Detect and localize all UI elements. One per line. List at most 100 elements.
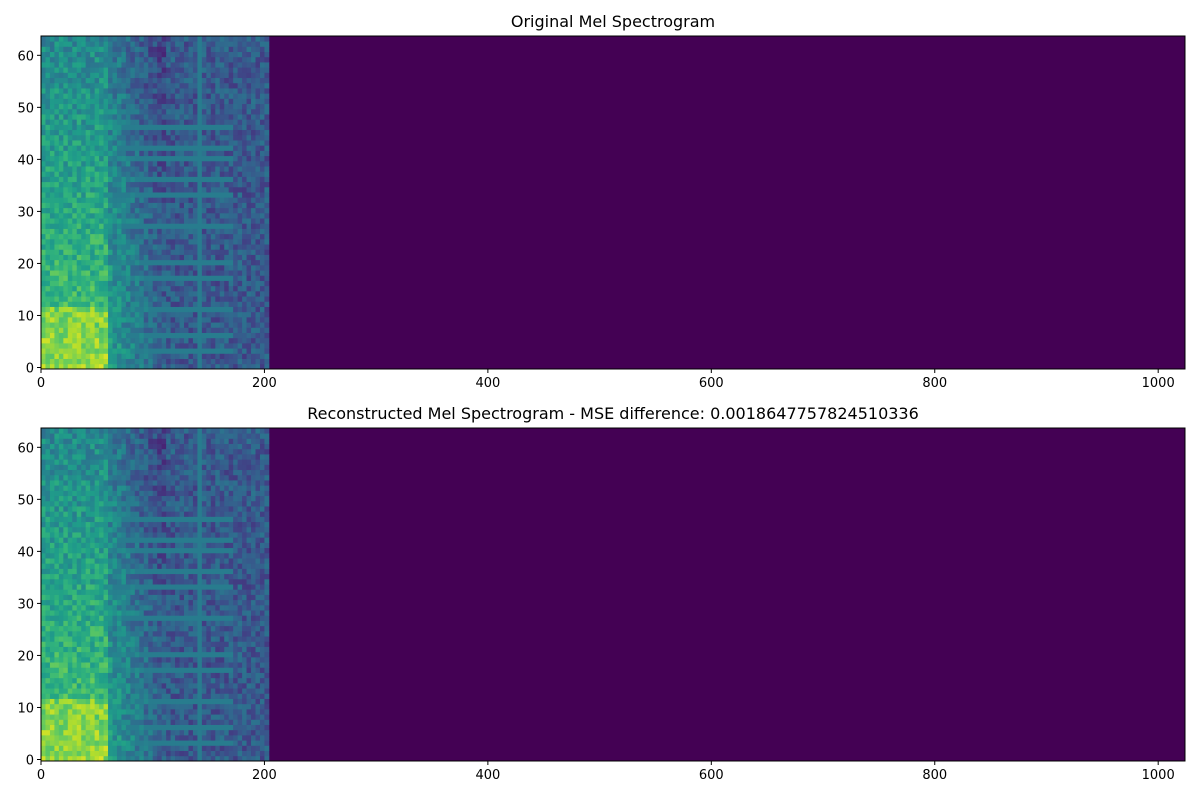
heatmap-cell (108, 604, 113, 611)
heatmap-cell (72, 490, 78, 497)
heatmap-cell (192, 316, 198, 323)
heatmap-cell (148, 542, 154, 549)
heatmap-cell (94, 667, 100, 673)
heatmap-cell (134, 490, 140, 497)
heatmap-cell (134, 532, 140, 538)
heatmap-cell (184, 140, 189, 146)
heatmap-cell (90, 542, 96, 549)
heatmap-cell (192, 166, 198, 172)
heatmap-cell (179, 264, 185, 271)
heatmap-cell (41, 322, 46, 328)
heatmap-cell (246, 301, 252, 307)
heatmap-cell (188, 342, 194, 349)
heatmap-cell (94, 218, 100, 224)
heatmap-cell (170, 46, 176, 53)
heatmap-cell (45, 353, 51, 359)
heatmap-cell (206, 363, 212, 370)
heatmap-cell (228, 51, 234, 58)
heatmap-cell (72, 594, 78, 601)
heatmap-cell (112, 584, 118, 590)
heatmap-cell (259, 51, 265, 58)
heatmap-cell (76, 568, 82, 575)
heatmap-cell (85, 443, 91, 450)
heatmap-cell (139, 755, 145, 762)
heatmap-cell (259, 181, 265, 188)
heatmap-cell (54, 615, 60, 621)
heatmap-cell (58, 36, 64, 42)
heatmap-cell (108, 145, 113, 151)
heatmap-cell (41, 311, 46, 318)
heatmap-cell (54, 332, 60, 339)
heatmap-cell (161, 93, 167, 99)
heatmap-cell (215, 259, 221, 266)
heatmap-cell (90, 358, 96, 365)
heatmap-cell (81, 108, 87, 115)
heatmap-cell (67, 119, 73, 125)
heatmap-cell (161, 259, 167, 266)
heatmap-cell (184, 119, 189, 125)
heatmap-cell (99, 280, 104, 287)
heatmap-cell (49, 469, 55, 476)
heatmap-cell (72, 714, 78, 720)
heatmap-cell (175, 155, 180, 162)
heatmap-cell (143, 181, 149, 188)
heatmap-cell (94, 98, 100, 105)
heatmap-cell (99, 714, 104, 720)
heatmap-cell (148, 186, 154, 193)
heatmap-cell (259, 275, 265, 281)
heatmap-cell (184, 181, 189, 188)
heatmap-cell (108, 171, 113, 177)
heatmap-cell (215, 98, 221, 105)
heatmap-cell (139, 651, 145, 658)
heatmap-cell (206, 62, 212, 68)
heatmap-cell (76, 500, 82, 507)
heatmap-cell (49, 542, 55, 549)
heatmap-cell (143, 270, 149, 276)
heatmap-cell (76, 82, 82, 89)
heatmap-cell (112, 301, 118, 307)
heatmap-cell (58, 275, 64, 281)
heatmap-cell (54, 459, 60, 465)
heatmap-cell (139, 698, 145, 705)
heatmap-cell (201, 129, 207, 136)
heatmap-cell (99, 290, 104, 297)
heatmap-cell (116, 290, 122, 297)
heatmap-cell (54, 589, 60, 595)
heatmap-cell (63, 490, 69, 497)
heatmap-cell (233, 155, 239, 162)
heatmap-cell (242, 140, 247, 146)
heatmap-cell (41, 604, 46, 611)
heatmap-cell (103, 662, 109, 668)
heatmap-cell (103, 636, 109, 642)
heatmap-cell (41, 62, 46, 68)
heatmap-cell (72, 322, 78, 328)
heatmap-cell (148, 259, 154, 266)
heatmap-cell (63, 630, 69, 637)
heatmap-cell (54, 176, 60, 183)
heatmap-cell (134, 311, 140, 318)
heatmap-cell (143, 656, 149, 663)
heatmap-cell (108, 41, 113, 47)
heatmap-cell (58, 348, 64, 354)
heatmap-cell (197, 72, 203, 79)
heatmap-cell (201, 124, 207, 131)
heatmap-cell (201, 150, 207, 157)
heatmap-cell (143, 285, 149, 292)
heatmap-cell (116, 285, 122, 292)
heatmap-cell (67, 630, 73, 637)
heatmap-cell (112, 207, 118, 214)
heatmap-cell (103, 604, 109, 611)
heatmap-cell (188, 218, 194, 224)
heatmap-cell (125, 532, 131, 538)
heatmap-cell (206, 82, 212, 89)
heatmap-cell (99, 547, 104, 554)
heatmap-cell (148, 464, 154, 471)
heatmap-cell (99, 82, 104, 89)
heatmap-cell (116, 332, 122, 339)
heatmap-cell (166, 192, 171, 198)
heatmap-cell (143, 578, 149, 585)
heatmap-cell (192, 192, 198, 198)
heatmap-cell (121, 578, 127, 585)
heatmap-cell (121, 490, 127, 497)
